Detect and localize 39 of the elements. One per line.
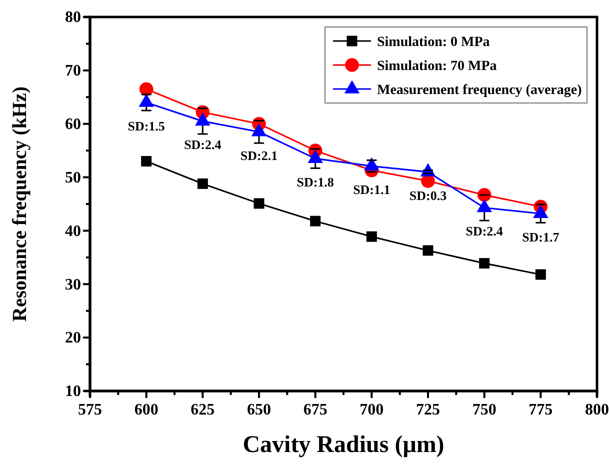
- y-tick-label: 30: [65, 276, 81, 294]
- annotation: SD:1.1: [353, 182, 390, 198]
- point: [535, 269, 546, 280]
- point: [141, 156, 152, 166]
- x-tick-label: 700: [360, 401, 384, 418]
- y-tick-label: 80: [65, 9, 81, 26]
- x-tick-label: 675: [303, 401, 328, 418]
- legend-label: Simulation: 70 MPa: [377, 59, 497, 74]
- y-tick-label: 10: [65, 383, 81, 400]
- point: [422, 245, 434, 256]
- annotation: SD:0.3: [409, 188, 448, 203]
- x-tick-label: 625: [190, 401, 215, 418]
- point: [479, 258, 490, 269]
- annotation: SD:2.4: [184, 137, 222, 152]
- annotation: SD:1.5: [128, 118, 166, 134]
- y-tick-label: 60: [65, 116, 81, 133]
- annotation: SD:2.4: [466, 224, 504, 239]
- x-axis-title: Cavity Radius (μm): [242, 432, 444, 458]
- x-tick-label: 800: [585, 401, 609, 418]
- y-tick-label: 70: [65, 62, 81, 80]
- x-tick-label: 775: [528, 401, 553, 418]
- y-tick-label: 50: [65, 169, 81, 186]
- point: [310, 216, 321, 226]
- point: [254, 198, 264, 209]
- annotation: SD:1.7: [522, 230, 560, 245]
- legend-label: Measurement frequency (average): [377, 83, 582, 98]
- y-tick-label: 20: [65, 330, 81, 347]
- y-axis-title: Resonance frequency (kHz): [9, 86, 31, 322]
- annotation: SD:1.8: [296, 174, 334, 190]
- legend-label: Simulation: 0 MPa: [377, 35, 490, 50]
- point: [197, 178, 208, 189]
- annotation: SD:2.1: [240, 148, 278, 163]
- x-tick-label: 600: [134, 401, 158, 418]
- y-tick-label: 40: [65, 222, 81, 240]
- x-tick-label: 575: [78, 401, 102, 418]
- x-tick-label: 725: [416, 401, 440, 418]
- point: [366, 231, 377, 242]
- x-tick-label: 650: [247, 401, 271, 418]
- x-tick-label: 750: [472, 401, 496, 418]
